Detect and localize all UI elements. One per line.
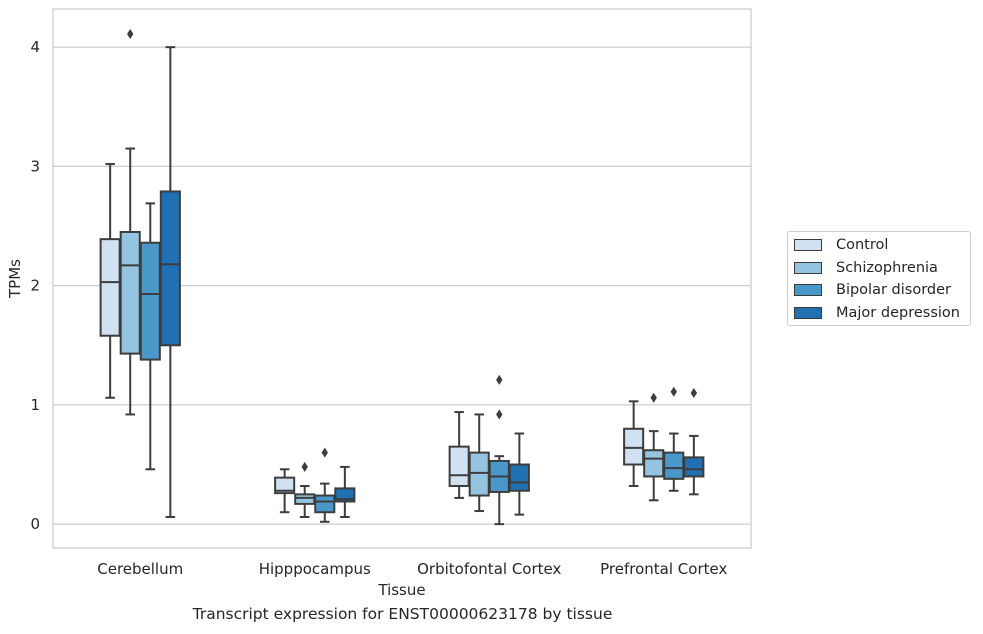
outlier-point [127, 29, 134, 40]
legend-label: Major depression [836, 304, 960, 321]
legend-label: Control [836, 237, 889, 253]
x-tick-label: Prefrontal Cortex [600, 560, 727, 578]
iqr-box [274, 476, 296, 495]
legend: Control Schizophrenia Bipolar disorder Majo… [787, 231, 971, 326]
iqr-box [294, 493, 316, 505]
plot-area-frame [52, 8, 752, 549]
chart-caption: Transcript expression for ENST0000062317… [192, 605, 613, 623]
outlier-point [496, 374, 503, 385]
box-major-depression-2 [508, 432, 530, 516]
box-control-2 [448, 411, 470, 499]
box-bipolar-disorder-0 [139, 202, 161, 471]
iqr-box [468, 451, 490, 497]
y-axis-title: TPMs [6, 259, 24, 299]
x-axis-ticks: Cerebellum Hipppocampus Orbitofontal Corte… [97, 560, 727, 578]
box-major-depression-1 [334, 465, 356, 518]
legend-label: Bipolar disorder [836, 282, 951, 298]
legend-swatch [794, 306, 822, 319]
iqr-box [139, 241, 161, 361]
box-control-1 [274, 468, 296, 514]
box-bipolar-disorder-1 [314, 447, 336, 523]
y-tick-label: 3 [30, 157, 40, 175]
legend-swatch [794, 284, 822, 296]
legend-label: Schizophrenia [836, 259, 938, 276]
y-tick-label: 0 [30, 515, 40, 533]
legend-swatch [794, 239, 822, 251]
y-axis-ticks: 0 1 2 3 4 [30, 38, 40, 533]
iqr-box [643, 449, 665, 478]
iqr-box [663, 451, 685, 480]
box-schizophrenia-3 [643, 392, 665, 502]
outlier-point [670, 386, 677, 397]
box-major-depression-3 [683, 387, 705, 496]
outlier-point [301, 461, 308, 472]
y-tick-label: 1 [30, 396, 40, 414]
box-major-depression-0 [159, 46, 181, 518]
outlier-point [650, 392, 657, 403]
x-tick-label: Orbitofontal Cortex [417, 560, 561, 578]
iqr-box [623, 427, 645, 466]
outlier-point [690, 387, 698, 398]
outlier-point [321, 447, 328, 458]
outlier-point [496, 409, 503, 420]
iqr-box [119, 230, 141, 355]
iqr-box [448, 445, 470, 487]
iqr-box [99, 238, 121, 337]
legend-item: Schizophrenia [794, 258, 938, 278]
iqr-box [314, 494, 336, 514]
box-schizophrenia-1 [294, 461, 316, 518]
x-tick-label: Cerebellum [97, 560, 183, 578]
box-control-0 [99, 163, 121, 399]
legend-item: Bipolar disorder [794, 280, 951, 300]
box-schizophrenia-2 [468, 413, 490, 513]
boxes-layer [99, 29, 705, 526]
legend-item: Control [794, 235, 888, 255]
x-axis-title: Tissue [377, 581, 425, 599]
iqr-box [683, 456, 705, 478]
legend-swatch [794, 261, 822, 274]
box-schizophrenia-0 [119, 29, 141, 416]
legend-item: Major depression [794, 303, 960, 323]
box-control-3 [623, 400, 645, 487]
iqr-box [508, 463, 530, 492]
y-tick-label: 4 [30, 38, 40, 56]
iqr-box [159, 190, 181, 347]
y-tick-label: 2 [30, 277, 40, 295]
x-tick-label: Hipppocampus [259, 560, 371, 578]
box-bipolar-disorder-2 [488, 374, 510, 526]
box-bipolar-disorder-3 [663, 386, 685, 492]
